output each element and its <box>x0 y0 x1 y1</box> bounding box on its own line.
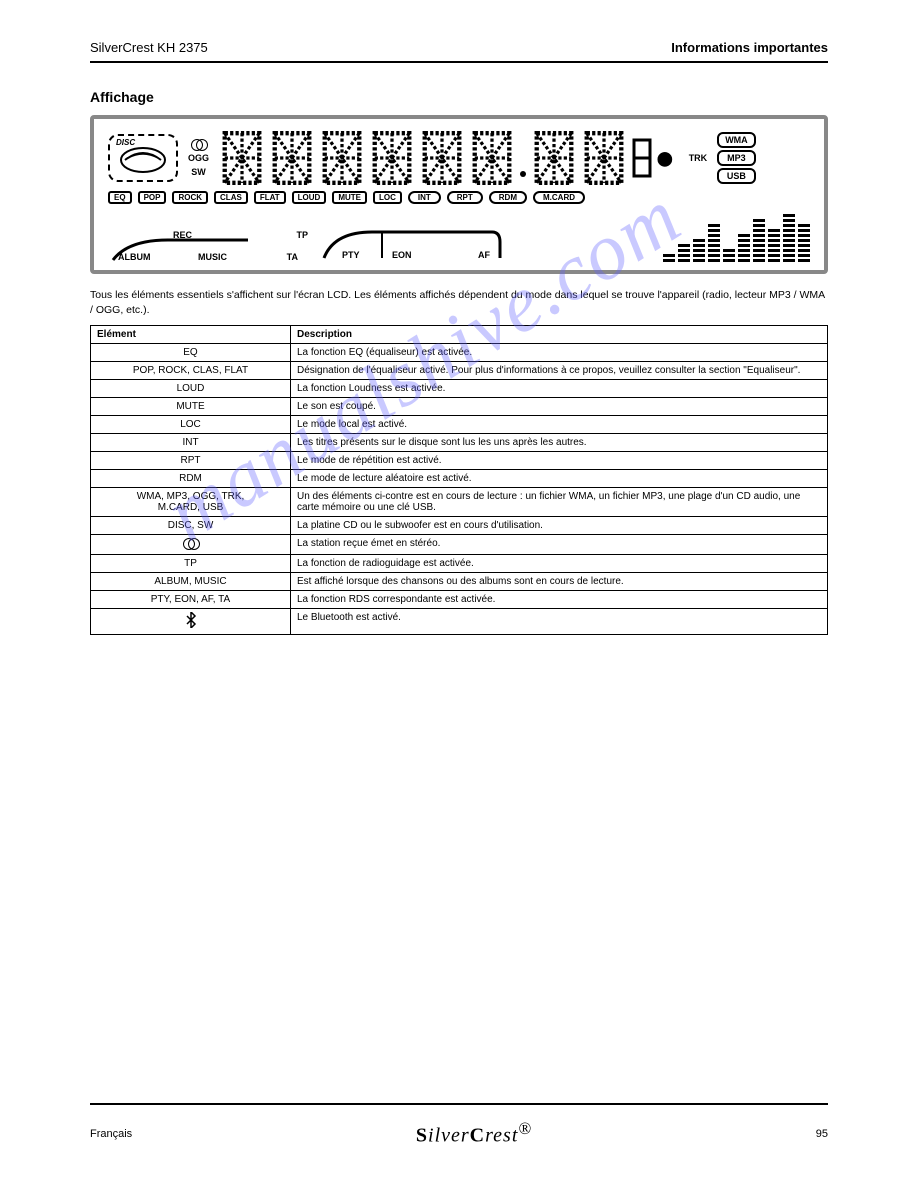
format-boxes: WMA MP3 USB <box>717 132 756 184</box>
table-row: PTY, EON, AF, TALa fonction RDS correspo… <box>91 591 828 609</box>
th-desc: Description <box>291 326 828 344</box>
header-rule <box>90 61 828 63</box>
table-row: MUTELe son est coupé. <box>91 398 828 416</box>
curve-left: REC ALBUM MUSIC TP TA <box>108 232 308 262</box>
bluetooth-icon: ⬤ <box>657 150 673 167</box>
seg-char <box>419 131 465 185</box>
table-row: TPLa fonction de radioguidage est activé… <box>91 555 828 573</box>
seg-char <box>319 131 365 185</box>
indicator-row: EQ POP ROCK CLAS FLAT LOUD MUTE LOC INT … <box>108 191 810 204</box>
table-row: LOCLe mode local est activé. <box>91 416 828 434</box>
footer-lang: Français <box>90 1128 132 1140</box>
curve-right: PTY EON AF <box>322 228 502 262</box>
footer-page: 95 <box>816 1128 828 1140</box>
eq-column <box>663 254 675 262</box>
table-row: La station reçue émet en stéréo. <box>91 535 828 555</box>
lcd-bottom-row: REC ALBUM MUSIC TP TA PTY EON AF <box>108 214 810 262</box>
table-row: RPTLe mode de répétition est activé. <box>91 452 828 470</box>
seg-7 <box>631 138 653 178</box>
left-labels: OGG SW <box>188 139 209 177</box>
page-header: SilverCrest KH 2375 Informations importa… <box>90 40 828 55</box>
eq-column <box>723 249 735 262</box>
eq-column <box>798 224 810 262</box>
table-row: DISC, SWLa platine CD ou le subwoofer es… <box>91 517 828 535</box>
table-row: EQLa fonction EQ (équaliseur) est activé… <box>91 344 828 362</box>
intro-text: Tous les éléments essentiels s'affichent… <box>90 288 828 317</box>
seg-char <box>469 131 515 185</box>
header-left: SilverCrest KH 2375 <box>90 40 208 55</box>
eq-column <box>783 214 795 262</box>
seg-char <box>531 131 577 185</box>
eq-visualizer <box>663 214 810 262</box>
eq-column <box>708 224 720 262</box>
th-element: Elément <box>91 326 291 344</box>
eq-column <box>768 229 780 262</box>
section-title: Affichage <box>90 89 828 105</box>
table-row: Le Bluetooth est activé. <box>91 609 828 635</box>
eq-column <box>678 244 690 262</box>
segment-display: ⬤ <box>219 131 673 185</box>
table-row: WMA, MP3, OGG, TRK, M.CARD, USBUn des él… <box>91 488 828 517</box>
right-indicators: TRK <box>689 153 708 163</box>
table-row: RDMLe mode de lecture aléatoire est acti… <box>91 470 828 488</box>
eq-column <box>693 239 705 262</box>
lcd-panel: DISC OGG SW ⬤ TRK <box>90 115 828 274</box>
seg-char <box>219 131 265 185</box>
bluetooth-icon <box>185 612 197 628</box>
page-footer: Français SilverCrest® 95 <box>0 1103 918 1148</box>
lcd-top-row: DISC OGG SW ⬤ TRK <box>108 131 810 185</box>
page: SilverCrest KH 2375 Informations importa… <box>0 0 918 635</box>
table-row: LOUDLa fonction Loudness est activée. <box>91 380 828 398</box>
table-row: INTLes titres présents sur le disque son… <box>91 434 828 452</box>
stereo-icon <box>183 538 199 548</box>
eq-column <box>738 234 750 262</box>
disc-indicator: DISC <box>108 134 178 182</box>
seg-dot <box>519 131 527 185</box>
header-right: Informations importantes <box>671 40 828 55</box>
eq-column <box>753 219 765 262</box>
table-row: ALBUM, MUSICEst affiché lorsque des chan… <box>91 573 828 591</box>
stereo-icon <box>191 139 207 149</box>
table-row: POP, ROCK, CLAS, FLATDésignation de l'éq… <box>91 362 828 380</box>
brand-logo: SilverCrest® <box>416 1119 532 1148</box>
description-table: Elément Description EQLa fonction EQ (éq… <box>90 325 828 635</box>
seg-char <box>369 131 415 185</box>
seg-char <box>581 131 627 185</box>
seg-char <box>269 131 315 185</box>
